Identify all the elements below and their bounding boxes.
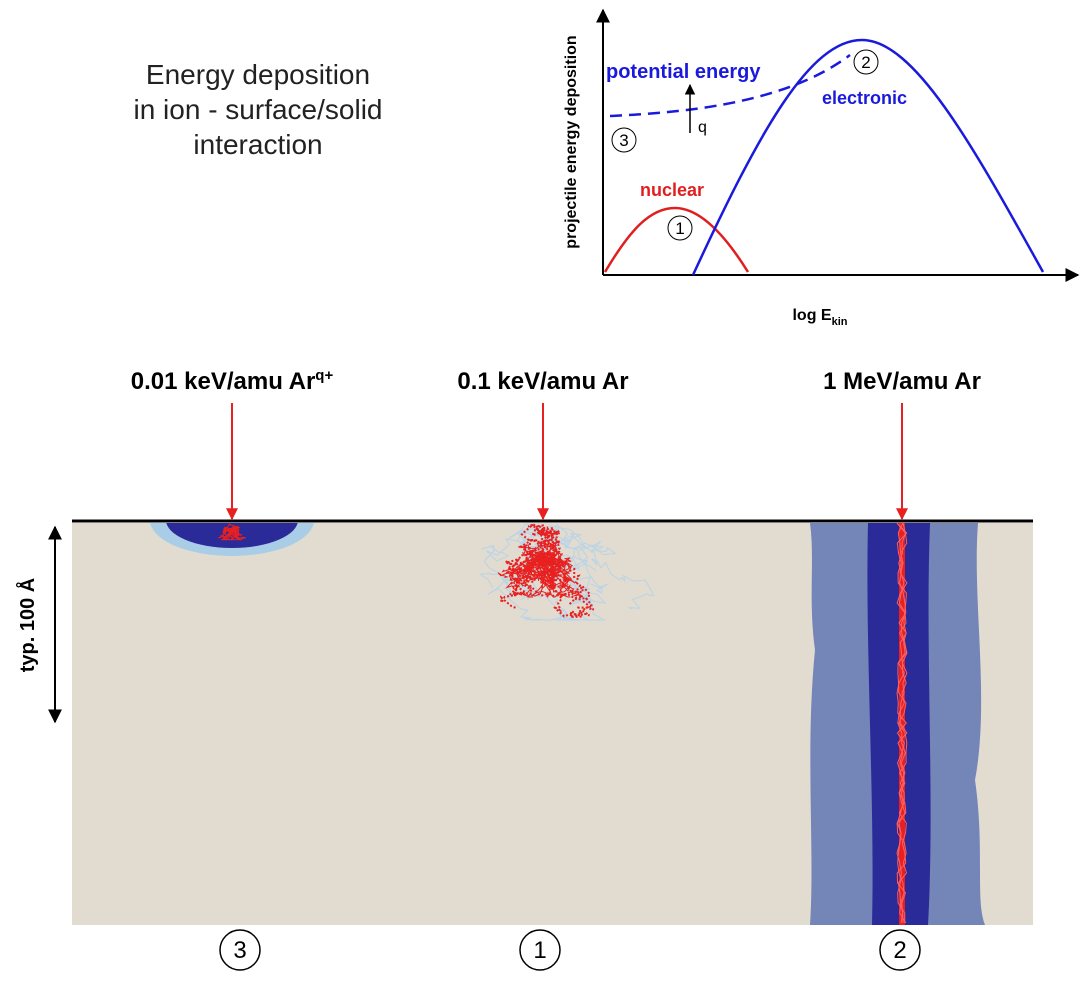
cascade-path xyxy=(508,529,607,613)
cascade-path xyxy=(231,527,240,533)
beam-number: 2 xyxy=(893,937,906,964)
curve-label: electronic xyxy=(822,88,907,108)
depth-label: typ. 100 Å xyxy=(15,578,39,672)
cascade-path xyxy=(512,529,559,597)
y-axis-label: projectile energy deposition xyxy=(563,35,580,248)
cascade-path xyxy=(542,553,571,598)
number-circle xyxy=(611,127,637,153)
title: Energy deposition in ion - surface/solid… xyxy=(133,59,382,160)
number-circle xyxy=(879,929,921,971)
crater-core xyxy=(166,523,298,548)
title-line: in ion - surface/solid xyxy=(133,94,382,125)
beam-number: 3 xyxy=(233,937,246,964)
curve-number: 3 xyxy=(619,131,628,150)
cascade-path xyxy=(228,529,242,541)
cascade-path xyxy=(500,529,556,610)
track-line xyxy=(899,523,905,925)
curve-label: potential energy xyxy=(606,61,761,83)
inset-chart: projectile energy deposition log Ekin nu… xyxy=(563,8,1080,328)
charge-label: q xyxy=(698,119,707,136)
effects xyxy=(150,523,985,925)
cascade-path xyxy=(231,525,241,532)
cascade-path xyxy=(528,548,545,564)
nuclear-curve xyxy=(603,206,750,273)
cascade-path xyxy=(222,523,235,534)
cascade-path xyxy=(221,529,233,541)
beam-label-sup: q+ xyxy=(315,367,333,384)
cascade-path xyxy=(542,526,594,619)
cascade-path xyxy=(518,543,544,557)
cascade-path xyxy=(542,554,580,597)
cascade-path xyxy=(231,529,241,540)
cascade-path xyxy=(530,524,582,618)
beams: 0.01 keV/amu Arq+ 0.1 keV/amu Ar 1 MeV/a… xyxy=(131,367,981,971)
x-axis-label-sub: kin xyxy=(832,316,848,328)
x-axis-label-main: log E xyxy=(792,307,831,324)
cascade-path xyxy=(513,552,544,590)
x-axis-label: log Ekin xyxy=(792,307,847,328)
beam-label-main: 0.01 keV/amu Ar xyxy=(131,368,316,395)
title-line: Energy deposition xyxy=(146,59,370,90)
title-line: interaction xyxy=(193,129,322,160)
number-circle xyxy=(519,929,561,971)
curve-number: 2 xyxy=(861,53,870,72)
electronic-curve xyxy=(691,38,1045,276)
cascade-path xyxy=(538,546,564,573)
cascade-path xyxy=(509,523,544,596)
curve-number: 1 xyxy=(675,219,684,238)
cascade-path xyxy=(231,529,246,542)
cascade-path xyxy=(536,554,564,572)
beam-label: 1 MeV/amu Ar xyxy=(823,368,981,395)
number-circle xyxy=(219,929,261,971)
track-trace xyxy=(896,523,908,924)
beam-label: 0.01 keV/amu Arq+ xyxy=(131,367,334,395)
track-trace xyxy=(896,523,907,924)
cascade-path xyxy=(542,529,655,610)
cascade-path xyxy=(538,529,592,601)
number-circle xyxy=(667,215,693,241)
number-circle xyxy=(853,49,879,75)
beam-label: 0.1 keV/amu Ar xyxy=(457,368,628,395)
curve-label: nuclear xyxy=(640,180,704,200)
beam-number: 1 xyxy=(533,937,546,964)
